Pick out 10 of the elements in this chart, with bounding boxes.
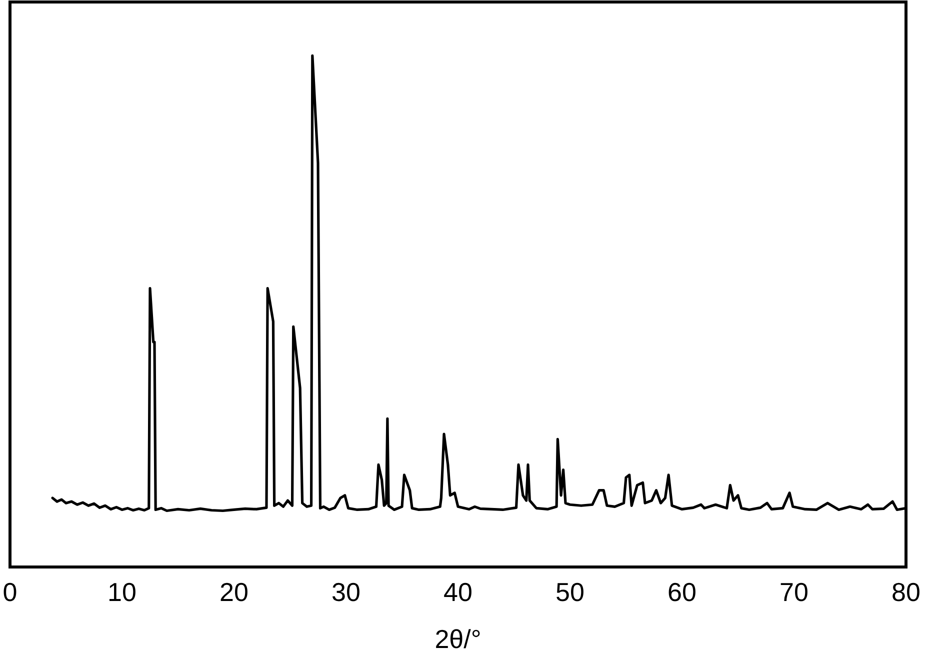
x-tick-label: 70	[780, 577, 808, 607]
x-tick-label: 20	[220, 577, 248, 607]
x-tick-label: 0	[2, 577, 18, 607]
x-tick-label: 50	[556, 577, 584, 607]
x-tick-label: 30	[332, 577, 360, 607]
x-tick-label: 80	[892, 577, 920, 607]
x-axis-title: 2θ/°	[434, 624, 482, 654]
x-tick-label: 10	[108, 577, 136, 607]
x-tick-label: 40	[444, 577, 472, 607]
x-tick-label: 60	[668, 577, 696, 607]
